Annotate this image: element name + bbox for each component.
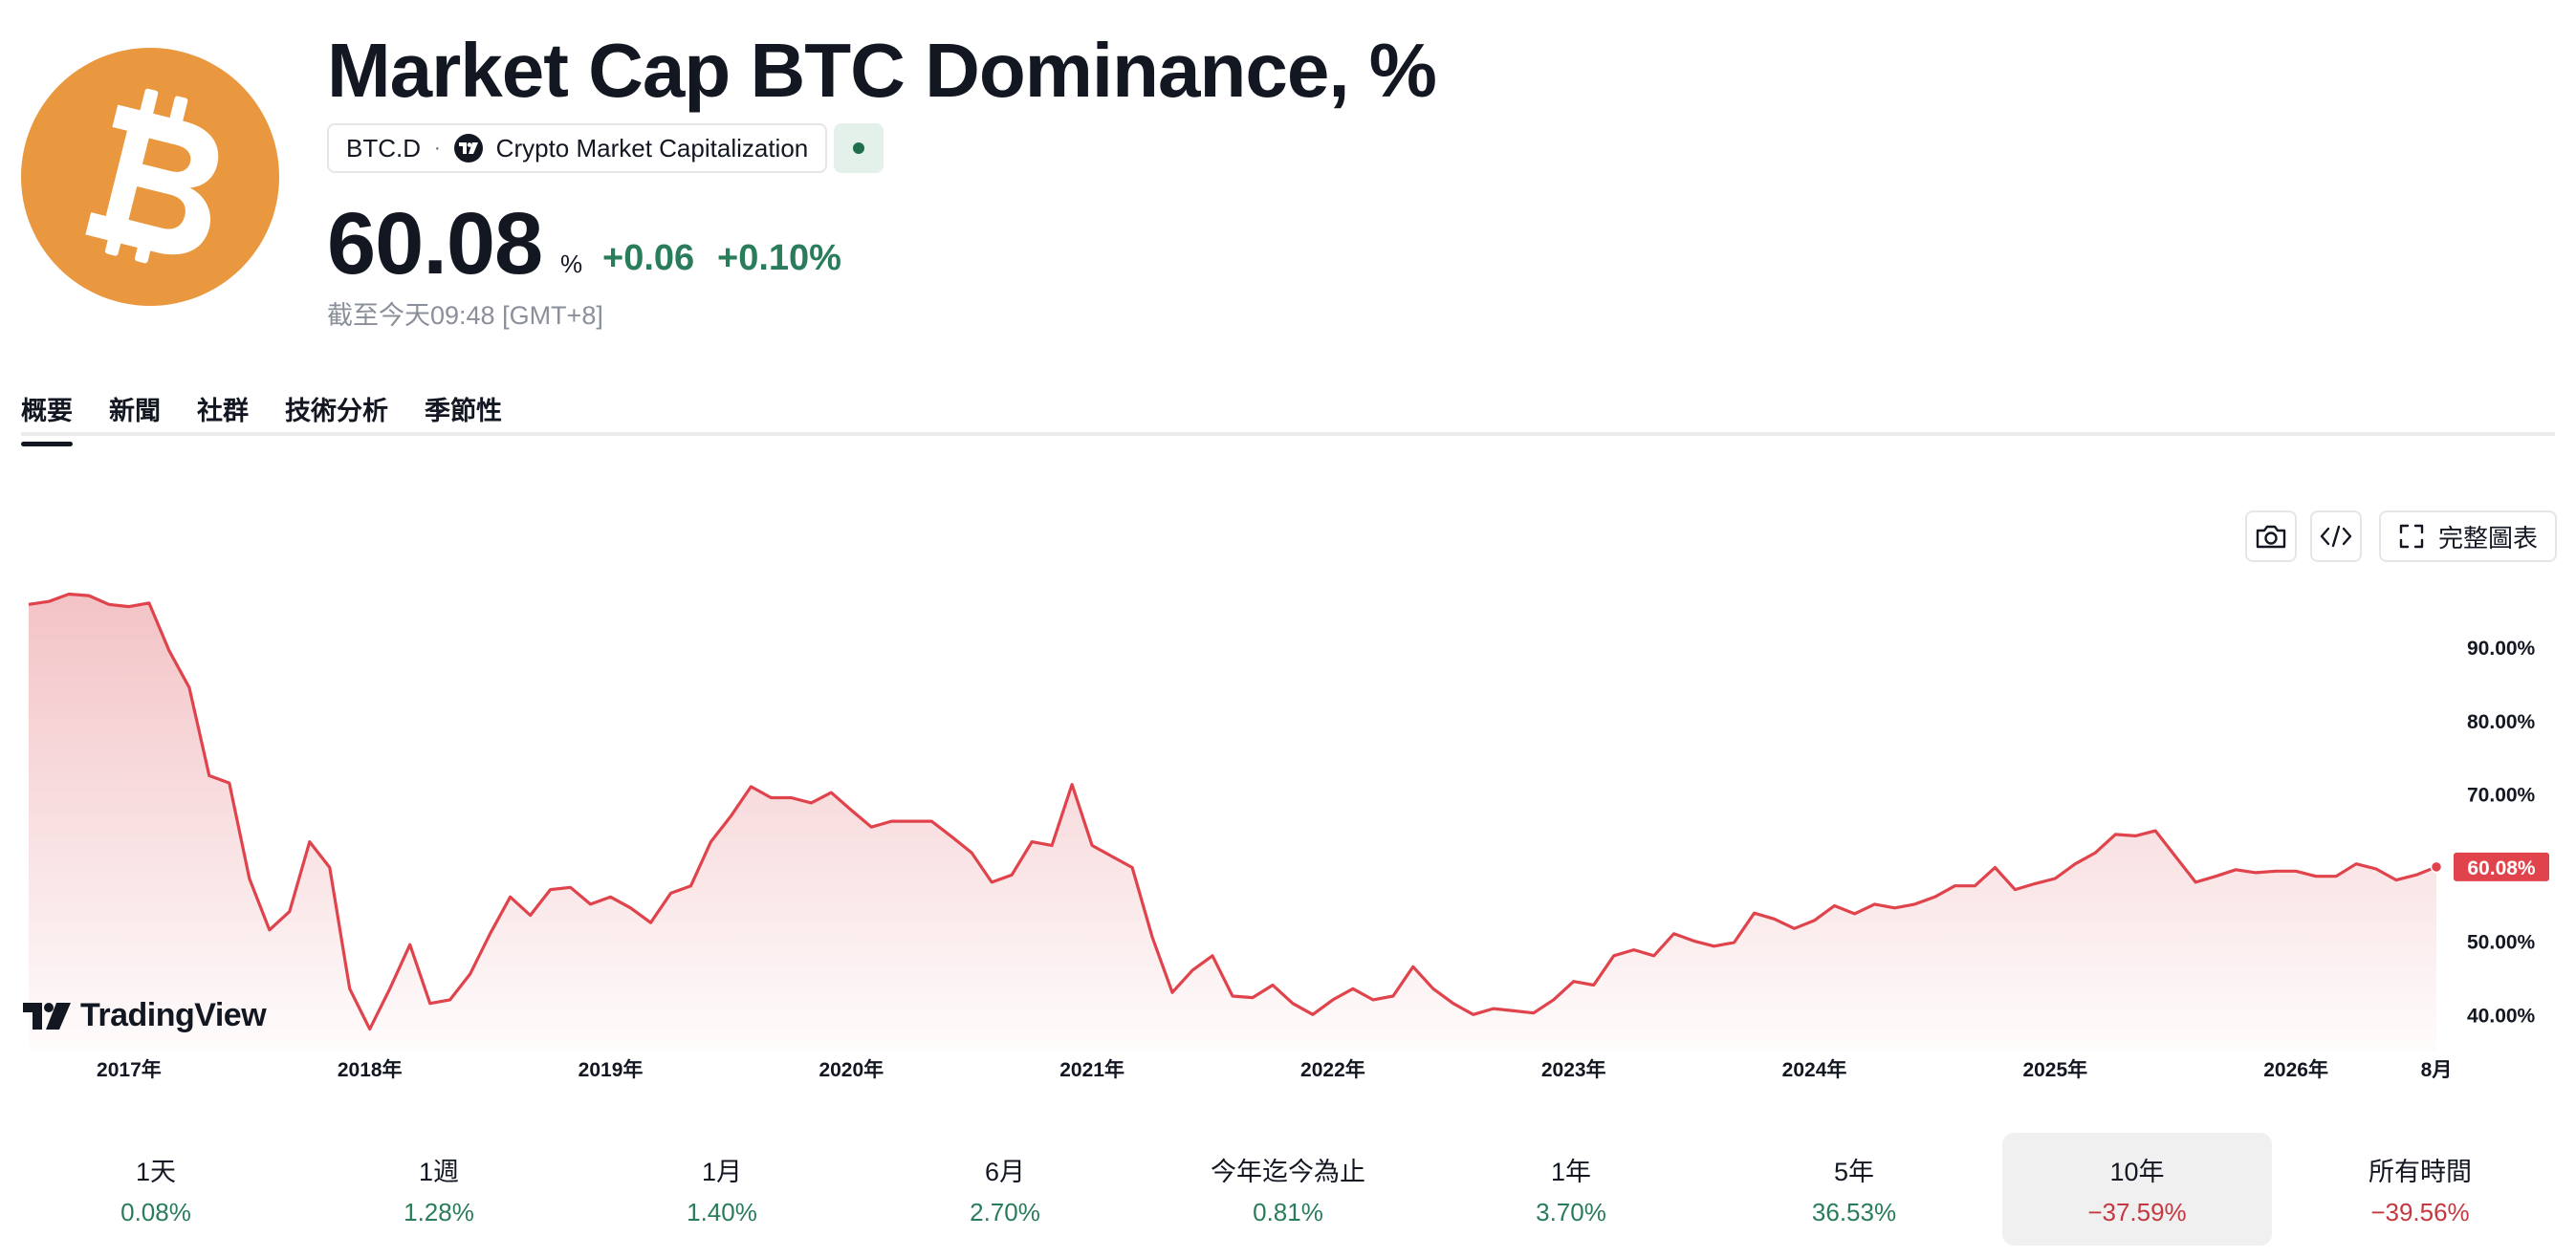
period-all-time[interactable]: 所有時間 −39.56% [2285, 1133, 2555, 1246]
bitcoin-logo-icon [21, 48, 279, 306]
period-10y[interactable]: 10年 −37.59% [2002, 1133, 2272, 1246]
period-label: 今年迄今為止 [1211, 1158, 1365, 1186]
x-tick-label: 2025年 [2022, 1058, 2087, 1081]
tab-community[interactable]: 社群 [197, 397, 249, 425]
period-1d[interactable]: 1天 0.08% [21, 1133, 291, 1246]
period-value: 1.40% [687, 1198, 757, 1226]
price-chart[interactable]: 90.00% 80.00% 70.00% 50.00% 40.00% 60.08% 2017… [0, 574, 2576, 1090]
page-title: Market Cap BTC Dominance, % [327, 28, 1437, 113]
tab-seasonals[interactable]: 季節性 [425, 397, 502, 425]
market-status-dot-icon [853, 142, 864, 154]
period-label: 1天 [135, 1158, 177, 1186]
period-5y[interactable]: 5年 36.53% [1719, 1133, 1989, 1246]
last-price: 60.08 [327, 195, 543, 293]
tab-bar: 概要 新聞 社群 技術分析 季節性 [21, 390, 502, 446]
x-tick-label: 8月 [2421, 1059, 2453, 1081]
period-value: 3.70% [1536, 1198, 1606, 1226]
camera-icon [2256, 525, 2286, 549]
x-tick-label: 2020年 [819, 1058, 884, 1081]
period-value: 36.53% [1811, 1198, 1897, 1226]
x-tick-label: 2018年 [338, 1058, 403, 1081]
period-ytd[interactable]: 今年迄今為止 0.81% [1153, 1133, 1423, 1246]
tradingview-icon [453, 134, 483, 163]
separator: · [434, 137, 441, 159]
tradingview-icon [23, 1002, 71, 1030]
price-unit: % [560, 249, 583, 278]
tab-news[interactable]: 新聞 [109, 397, 161, 425]
tab-divider [21, 432, 2555, 436]
x-tick-label: 2023年 [1541, 1058, 1606, 1081]
full-chart-label: 完整圖表 [2438, 523, 2539, 553]
period-6m[interactable]: 6月 2.70% [870, 1133, 1140, 1246]
period-label: 5年 [1833, 1158, 1875, 1186]
series-area [29, 594, 2436, 1052]
period-1w[interactable]: 1週 1.28% [304, 1133, 574, 1246]
period-label: 1月 [701, 1158, 743, 1186]
period-value: 2.70% [970, 1198, 1040, 1226]
x-tick-label: 2024年 [1782, 1058, 1847, 1081]
y-tick-label: 80.00% [2467, 711, 2536, 733]
series-line [28, 592, 2437, 1031]
period-label: 1年 [1550, 1158, 1592, 1186]
tradingview-logo[interactable]: TradingView [23, 997, 267, 1034]
x-tick-label: 2021年 [1059, 1058, 1124, 1081]
change-absolute: +0.06 [602, 238, 695, 278]
period-label: 1週 [418, 1158, 460, 1186]
snapshot-button[interactable] [2245, 510, 2297, 562]
x-tick-label: 2026年 [2263, 1058, 2328, 1081]
period-value: 1.28% [404, 1198, 474, 1226]
y-tick-label: 40.00% [2467, 1005, 2536, 1027]
period-label: 所有時間 [2369, 1158, 2472, 1186]
period-1y[interactable]: 1年 3.70% [1436, 1133, 1706, 1246]
x-tick-label: 2019年 [579, 1058, 644, 1081]
x-tick-label: 2017年 [97, 1058, 162, 1081]
y-tick-label: 50.00% [2467, 931, 2536, 953]
symbol-ticker: BTC.D [346, 133, 421, 163]
period-value: 0.81% [1253, 1198, 1323, 1226]
symbol-chip[interactable]: BTC.D · Crypto Market Capitalization [327, 123, 828, 173]
source-name: Crypto Market Capitalization [495, 133, 809, 163]
y-tick-label: 70.00% [2467, 785, 2536, 807]
last-value-label: 60.08% [2467, 857, 2536, 879]
tab-technicals[interactable]: 技術分析 [285, 397, 388, 425]
as-of-timestamp: 截至今天09:48 [GMT+8] [327, 301, 603, 330]
last-value-dot [2430, 860, 2443, 874]
code-icon [2320, 525, 2352, 548]
period-value: 0.08% [120, 1198, 191, 1226]
embed-button[interactable] [2310, 510, 2362, 562]
period-label: 6月 [984, 1158, 1026, 1186]
period-1m[interactable]: 1月 1.40% [587, 1133, 857, 1246]
tab-overview[interactable]: 概要 [21, 390, 73, 446]
period-value: −39.56% [2370, 1198, 2470, 1226]
x-tick-label: 2022年 [1300, 1058, 1365, 1081]
y-tick-label: 90.00% [2467, 638, 2536, 660]
period-value: −37.59% [2087, 1198, 2187, 1226]
tradingview-wordmark: TradingView [80, 997, 267, 1033]
expand-icon [2399, 524, 2424, 549]
period-performance: 1天 0.08% 1週 1.28% 1月 1.40% 6月 2.70% 今年迄今… [21, 1133, 2555, 1246]
period-label: 10年 [2109, 1158, 2165, 1186]
full-chart-button[interactable]: 完整圖表 [2379, 510, 2558, 562]
market-status-button[interactable] [834, 123, 884, 173]
change-percent: +0.10% [717, 238, 841, 278]
last-value-tag [2454, 852, 2549, 881]
